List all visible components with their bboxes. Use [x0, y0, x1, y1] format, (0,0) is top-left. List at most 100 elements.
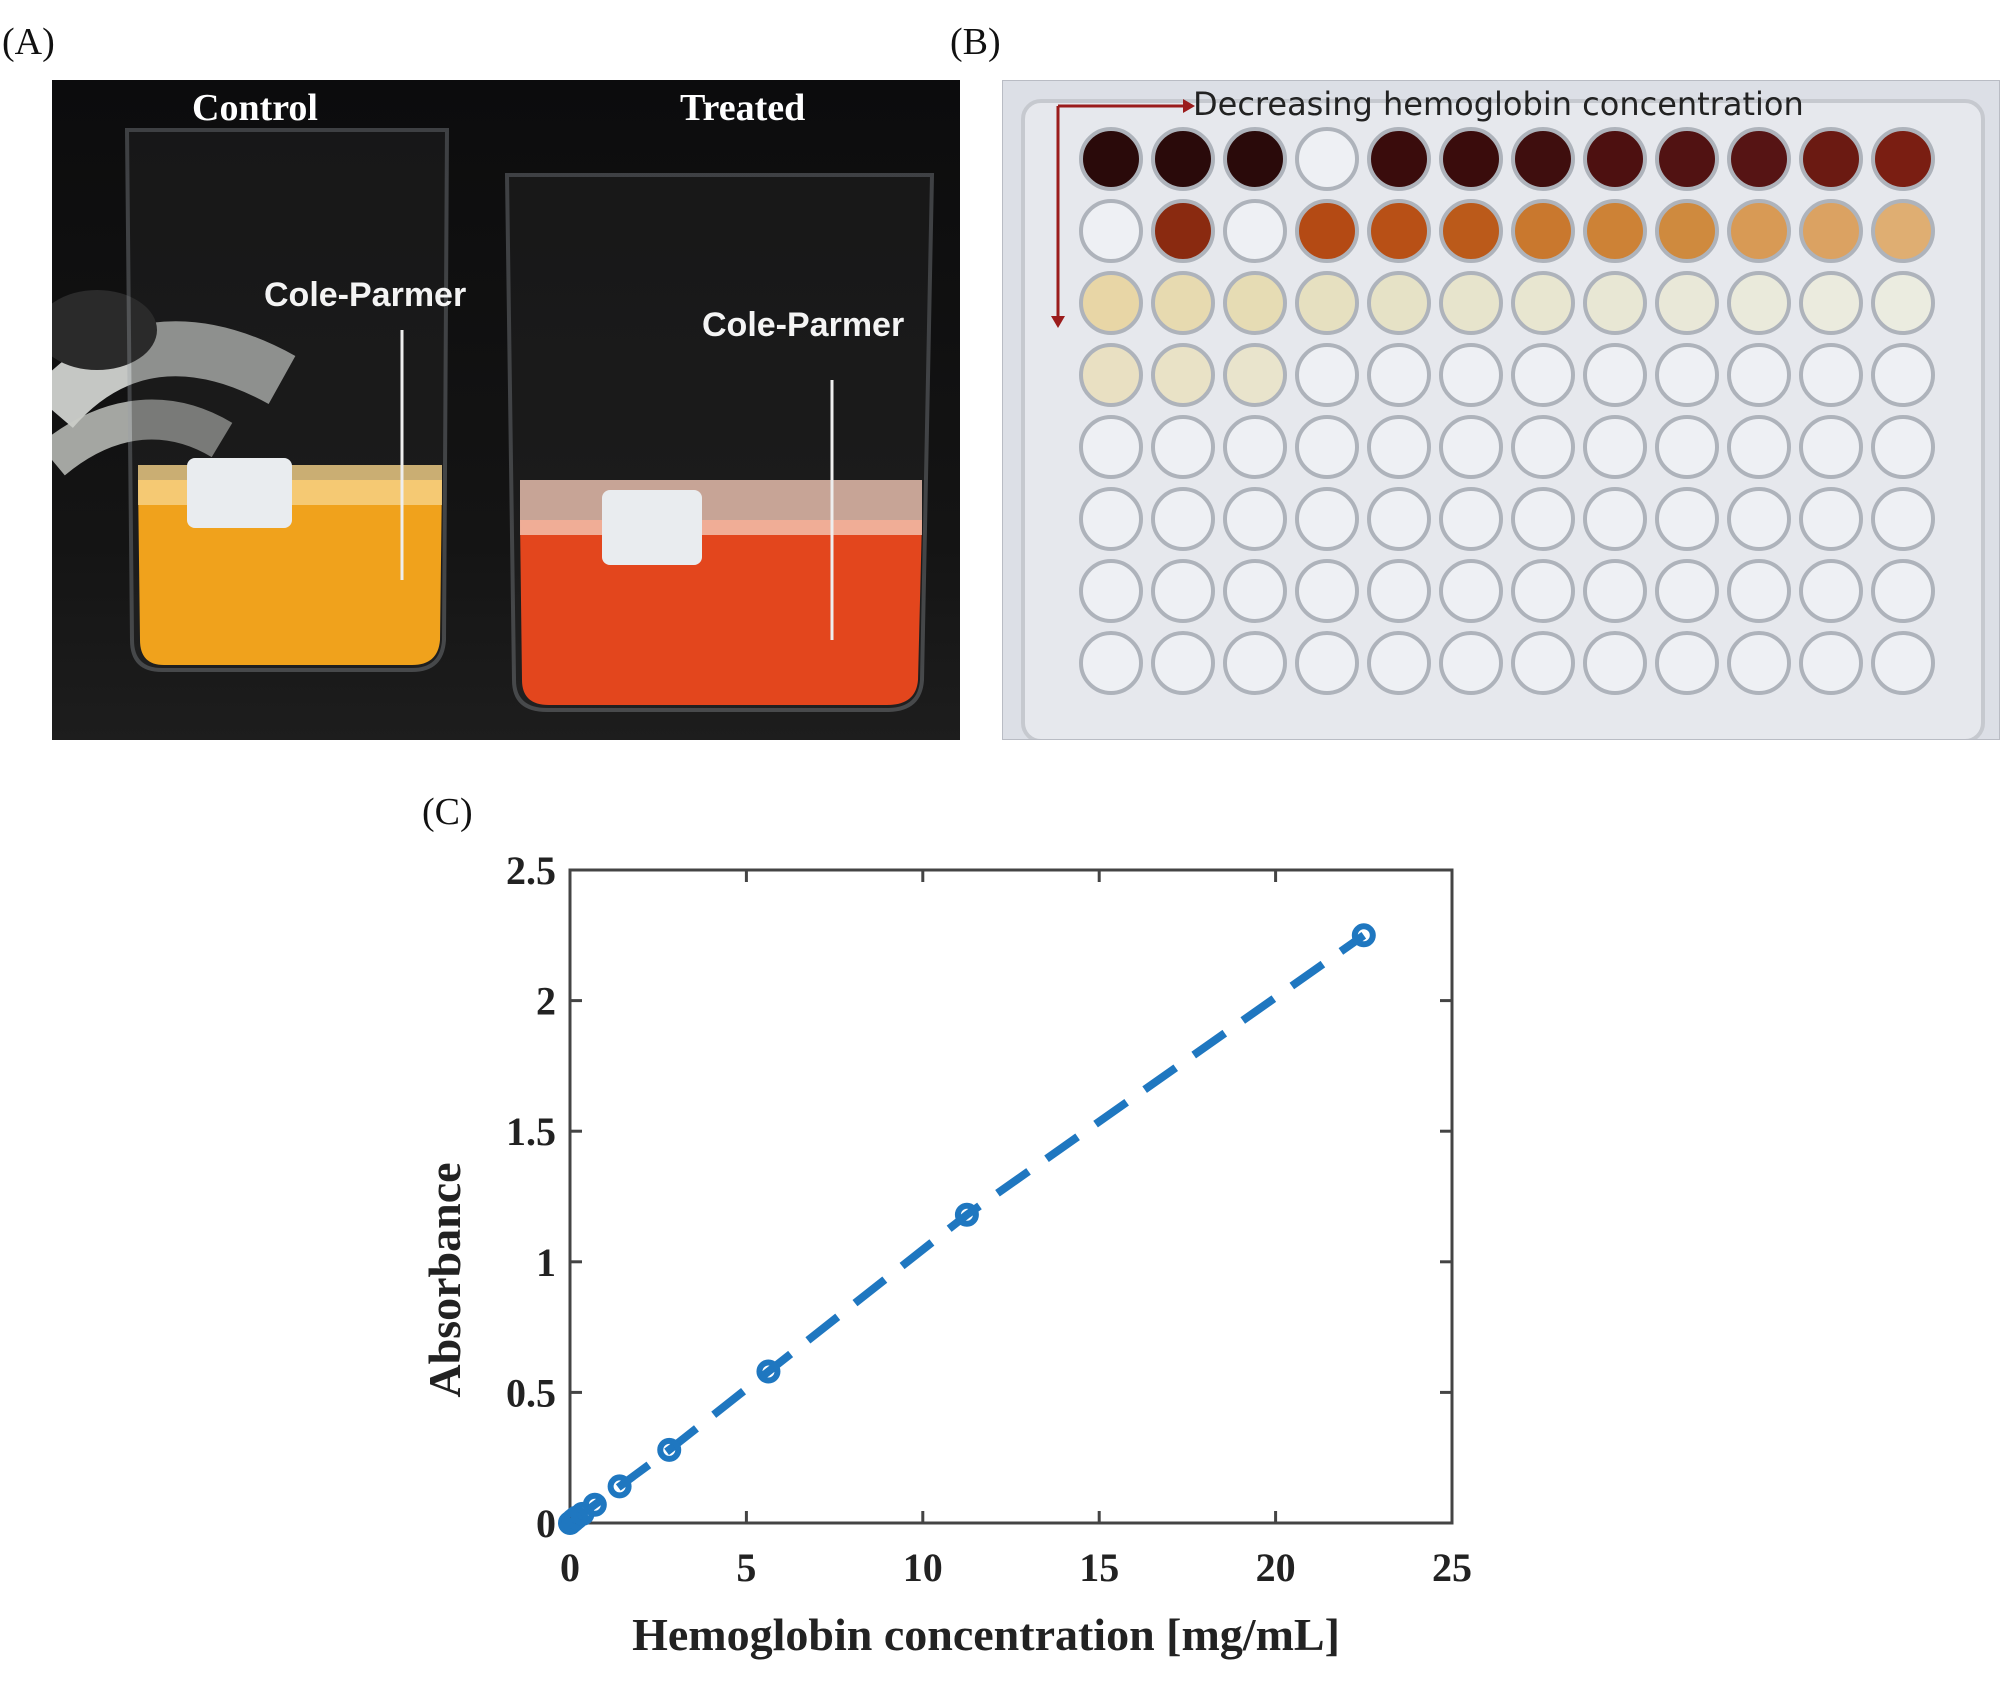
y-tick-label: 2 — [536, 979, 556, 1024]
data-point — [607, 1474, 632, 1499]
plot-area-frame — [568, 868, 1454, 1525]
plate-well — [1871, 343, 1935, 407]
plate-well — [1367, 631, 1431, 695]
y-tick-label: 0 — [536, 1501, 556, 1546]
plate-well — [1439, 415, 1503, 479]
plate-well — [1295, 271, 1359, 335]
plate-well — [1295, 199, 1359, 263]
plate-well — [1223, 199, 1287, 263]
plate-well — [1655, 271, 1719, 335]
data-point — [1351, 923, 1376, 948]
plate-well — [1871, 127, 1935, 191]
beakers-photo: Control Treated Cole-Parmer Cole-Parmer — [52, 80, 960, 740]
plate-well — [1511, 559, 1575, 623]
panel-b-label: (B) — [950, 21, 1001, 63]
plate-well — [1871, 631, 1935, 695]
plate-well — [1223, 127, 1287, 191]
plate-well — [1871, 271, 1935, 335]
plate-well — [1583, 343, 1647, 407]
plate-well — [1727, 631, 1791, 695]
absorbance-chart: 0 5 10 15 20 25 0 0.5 1 1.5 2 2.5 Hemoglobin concen… — [419, 848, 1472, 1660]
plate-well — [1871, 199, 1935, 263]
plate-well — [1151, 415, 1215, 479]
plate-well — [1151, 271, 1215, 335]
plate-well — [1079, 199, 1143, 263]
plate-well — [1583, 559, 1647, 623]
plate-well — [1151, 343, 1215, 407]
plate-well — [1223, 631, 1287, 695]
plate-well — [1799, 343, 1863, 407]
plate-well — [1079, 559, 1143, 623]
plate-well — [1511, 631, 1575, 695]
plate-well — [1439, 631, 1503, 695]
plate-well — [1367, 271, 1431, 335]
y-tick-label: 2.5 — [506, 848, 556, 893]
plate-well — [1799, 415, 1863, 479]
data-points — [558, 923, 1376, 1535]
plate-well — [1655, 631, 1719, 695]
plate-well — [1655, 559, 1719, 623]
x-tick-label: 15 — [1079, 1545, 1119, 1590]
x-axis-title: Hemoglobin concentration [mg/mL] — [632, 1609, 1340, 1660]
plate-well — [1367, 343, 1431, 407]
plate-well — [1367, 199, 1431, 263]
plate-well — [1079, 271, 1143, 335]
plate-well — [1223, 415, 1287, 479]
plate-well — [1295, 631, 1359, 695]
plate-well — [1511, 343, 1575, 407]
data-point — [756, 1359, 781, 1384]
plate-well — [1511, 415, 1575, 479]
plate-well — [1583, 631, 1647, 695]
x-tick-label: 10 — [903, 1545, 943, 1590]
plate-well — [1511, 487, 1575, 551]
beakers-illustration — [52, 128, 935, 712]
plate-well — [1223, 487, 1287, 551]
well-plate-photo: Decreasing hemoglobin concentration — [1002, 80, 2000, 740]
plate-well — [1079, 487, 1143, 551]
control-label: Control — [192, 87, 318, 129]
series-dashed-line — [567, 932, 1367, 1527]
plate-well — [1727, 487, 1791, 551]
axis-ticks: 0 5 10 15 20 25 0 0.5 1 1.5 2 2.5 — [506, 848, 1472, 1590]
plate-well — [1727, 559, 1791, 623]
data-point — [582, 1492, 607, 1517]
plate-well — [1151, 631, 1215, 695]
plate-well — [1439, 487, 1503, 551]
plate-well — [1871, 487, 1935, 551]
plate-well — [1511, 199, 1575, 263]
plate-well — [1799, 631, 1863, 695]
y-tick-label: 1.5 — [506, 1109, 556, 1154]
treated-label: Treated — [680, 87, 806, 129]
plate-well — [1367, 559, 1431, 623]
plate-well — [1223, 343, 1287, 407]
plate-well — [1079, 415, 1143, 479]
data-point — [954, 1202, 979, 1227]
plate-well — [1583, 199, 1647, 263]
brand-label-treated: Cole-Parmer — [702, 306, 905, 344]
plate-well — [1799, 559, 1863, 623]
plate-well — [1583, 487, 1647, 551]
plate-well — [1727, 199, 1791, 263]
brand-label-control: Cole-Parmer — [264, 276, 467, 314]
plate-well — [1151, 199, 1215, 263]
plate-well — [1583, 415, 1647, 479]
y-tick-label: 1 — [536, 1240, 556, 1285]
plate-well — [1511, 271, 1575, 335]
x-tick-label: 5 — [736, 1545, 756, 1590]
well-plate-illustration — [1021, 99, 1985, 739]
plate-well — [1223, 271, 1287, 335]
plate-well — [1295, 559, 1359, 623]
plate-well — [1439, 343, 1503, 407]
plate-well — [1655, 415, 1719, 479]
plate-well — [1655, 127, 1719, 191]
y-axis-title: Absorbance — [419, 1162, 470, 1397]
plate-well — [1655, 487, 1719, 551]
panel-a-label: (A) — [2, 21, 55, 63]
plate-well — [1583, 271, 1647, 335]
x-tick-label: 20 — [1256, 1545, 1296, 1590]
plate-well — [1295, 415, 1359, 479]
plate-well — [1727, 271, 1791, 335]
plate-well — [1727, 415, 1791, 479]
plate-well — [1511, 127, 1575, 191]
plate-well — [1583, 127, 1647, 191]
